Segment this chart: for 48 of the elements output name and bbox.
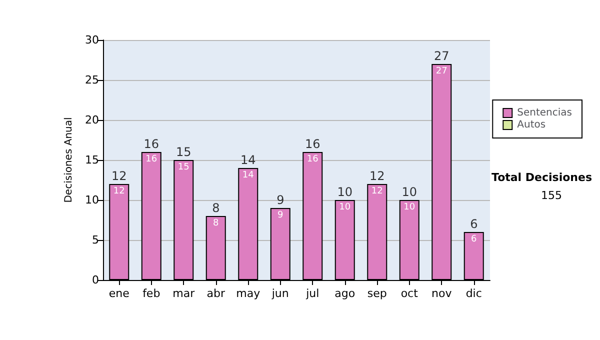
total-label: 6 — [470, 217, 478, 231]
total-label: 10 — [402, 185, 418, 199]
x-tick-label: nov — [432, 287, 452, 300]
data-label: 10 — [404, 202, 416, 212]
x-tick-label: jun — [270, 287, 289, 300]
data-label: 14 — [242, 170, 254, 180]
data-label: 15 — [178, 162, 190, 172]
x-tick-label: ago — [334, 287, 356, 300]
data-label: 6 — [471, 234, 478, 244]
y-tick-label: 25 — [85, 74, 99, 86]
total-label: 12 — [369, 169, 385, 183]
total-label: 16 — [144, 137, 160, 151]
x-tick-label: ene — [108, 287, 130, 300]
y-tick-label: 20 — [85, 114, 99, 126]
total-label: 10 — [337, 185, 353, 199]
total-label: 8 — [212, 201, 220, 215]
data-label: 16 — [306, 154, 319, 164]
x-tick-label: feb — [142, 287, 160, 300]
legend-label: Autos — [517, 120, 546, 130]
y-axis-title: Decisiones Anual — [64, 117, 75, 203]
x-tick-label: dic — [466, 287, 482, 300]
y-tick-label: 5 — [92, 234, 99, 246]
data-label: 12 — [113, 186, 125, 196]
y-tick-label: 15 — [85, 154, 99, 166]
text: Total Decisiones — [492, 171, 592, 184]
y-tick-label: 30 — [85, 34, 99, 46]
data-label: 16 — [146, 154, 158, 164]
text: 155 — [541, 189, 562, 202]
legend-label: Sentencias — [517, 108, 572, 118]
total-label: 12 — [111, 169, 127, 183]
y-tick-label: 10 — [85, 194, 99, 206]
total-label: 14 — [240, 153, 256, 167]
x-tick-label: mar — [172, 287, 196, 300]
total-label: 9 — [276, 193, 284, 207]
data-label: 9 — [278, 210, 284, 220]
x-tick-label: oct — [400, 287, 419, 300]
data-label: 27 — [436, 66, 448, 76]
y-tick-label: 0 — [92, 274, 99, 286]
data-label: 12 — [371, 186, 383, 196]
total-label: 27 — [434, 49, 450, 63]
x-tick-label: abr — [206, 287, 226, 300]
x-tick-label: jul — [305, 287, 320, 300]
total-label: 15 — [176, 145, 192, 159]
data-label: 8 — [213, 218, 220, 228]
x-tick-label: may — [236, 287, 261, 300]
total-label: 16 — [304, 137, 320, 151]
x-tick-label: sep — [367, 287, 387, 300]
data-label: 10 — [339, 202, 351, 212]
